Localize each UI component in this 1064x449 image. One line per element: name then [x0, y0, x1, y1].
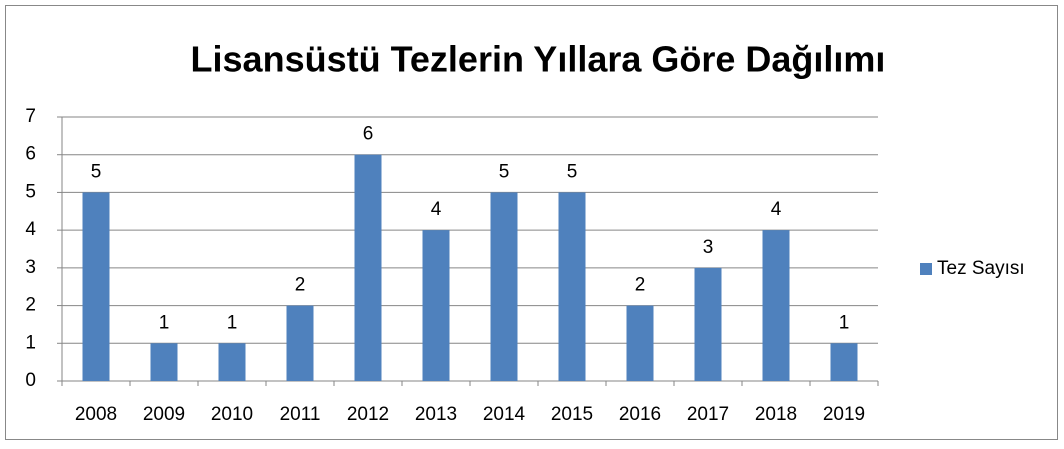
bar: [82, 192, 110, 381]
bar: [422, 230, 450, 381]
x-tick-label: 2018: [755, 404, 797, 425]
bar: [558, 192, 586, 381]
x-tick-label: 2017: [687, 404, 729, 425]
data-label: 5: [567, 161, 578, 182]
x-tick-label: 2011: [280, 404, 321, 425]
data-label: 3: [703, 237, 714, 258]
data-label: 1: [227, 312, 238, 333]
bar: [354, 154, 382, 381]
bar: [626, 305, 654, 381]
bar: [830, 343, 858, 381]
y-tick-label: 6: [25, 144, 36, 165]
y-tick-label: 3: [25, 257, 36, 278]
data-label: 1: [159, 312, 170, 333]
x-tick-label: 2010: [211, 404, 253, 425]
bar: [150, 343, 178, 381]
legend-label: Tez Sayısı: [937, 258, 1025, 279]
y-tick-label: 5: [25, 181, 36, 202]
y-tick-label: 4: [25, 219, 36, 240]
data-label: 1: [839, 312, 850, 333]
y-tick-label: 1: [25, 332, 36, 353]
x-tick-label: 2012: [347, 404, 389, 425]
y-tick-label: 2: [25, 295, 36, 316]
bar: [218, 343, 246, 381]
x-tick-label: 2009: [143, 404, 185, 425]
x-tick-label: 2008: [75, 404, 117, 425]
x-tick-label: 2019: [823, 404, 865, 425]
bar: [490, 192, 518, 381]
data-label: 2: [295, 275, 306, 296]
data-label: 5: [91, 161, 102, 182]
chart-title: Lisansüstü Tezlerin Yıllara Göre Dağılım…: [191, 39, 886, 80]
data-label: 4: [431, 199, 442, 220]
y-tick-label: 7: [25, 106, 36, 127]
data-label: 5: [499, 161, 510, 182]
bar: [694, 267, 722, 381]
x-tick-label: 2014: [483, 404, 526, 425]
bar: [286, 305, 314, 381]
x-tick-label: 2015: [551, 404, 593, 425]
chart-frame: [5, 5, 1058, 440]
x-tick-label: 2013: [415, 404, 457, 425]
data-label: 4: [771, 199, 782, 220]
x-tick-label: 2016: [619, 404, 661, 425]
data-label: 6: [363, 124, 374, 145]
legend-swatch: [920, 263, 932, 275]
bar: [762, 230, 790, 381]
y-tick-label: 0: [25, 370, 36, 391]
data-label: 2: [635, 275, 646, 296]
